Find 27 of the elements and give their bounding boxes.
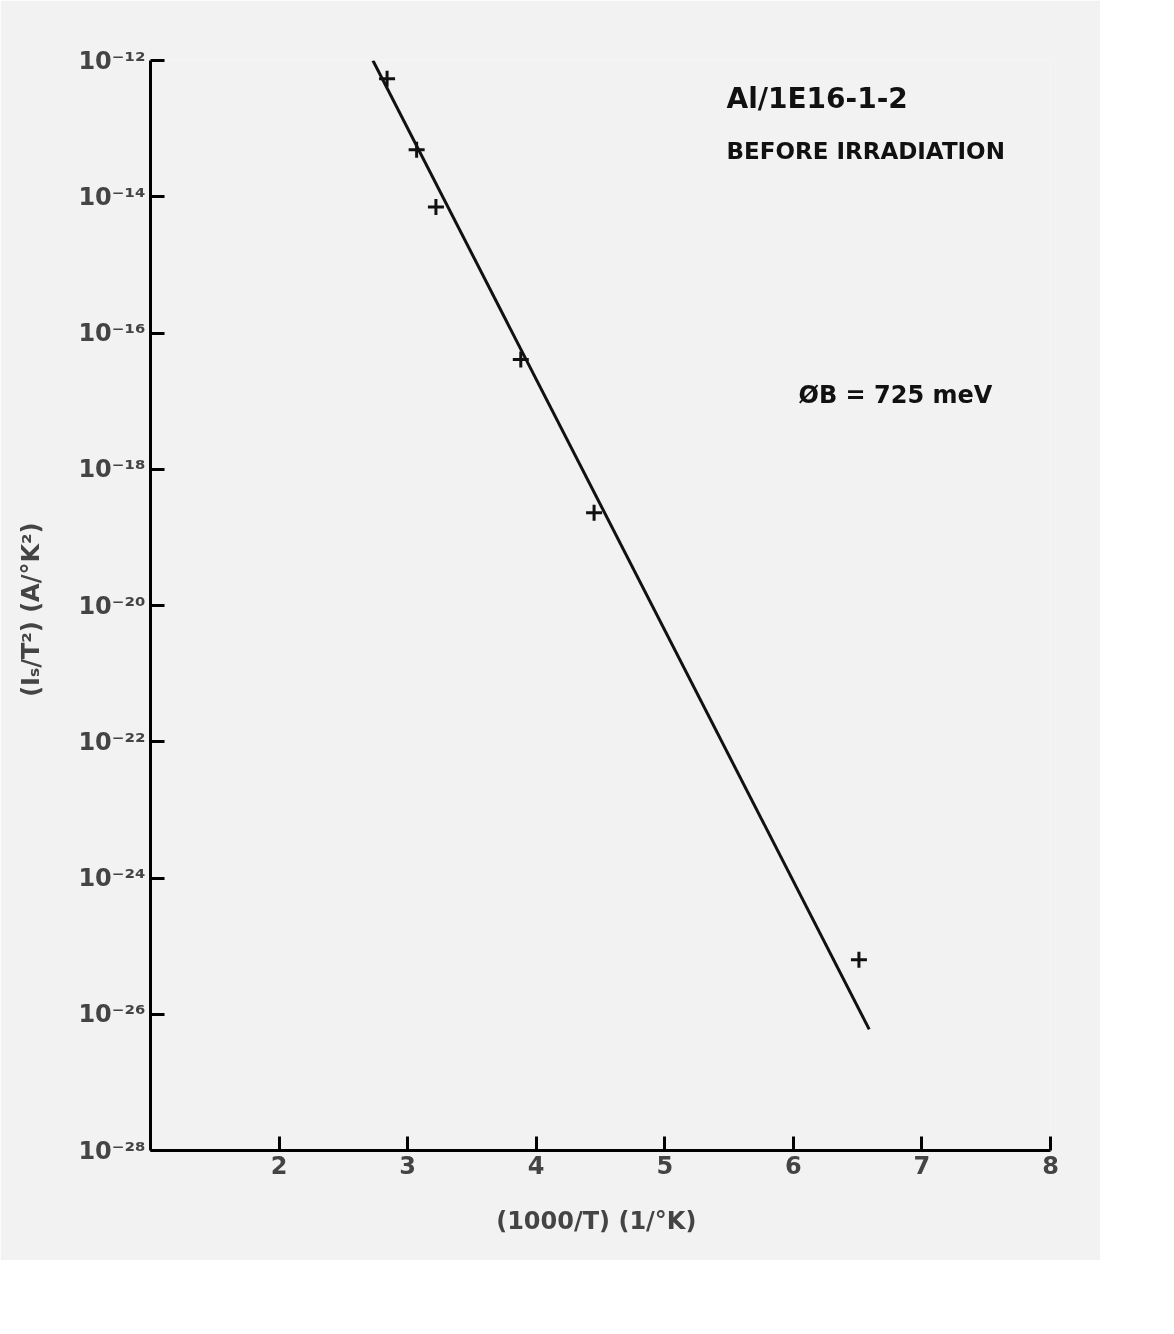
annotation: BEFORE IRRADIATION [726, 138, 1005, 165]
x-tick-label: 7 [913, 1151, 931, 1180]
x-tick-label: 6 [785, 1151, 802, 1180]
y-tick-label: 10⁻²⁸ [78, 1136, 146, 1165]
y-tick-label: 10⁻¹⁸ [78, 455, 146, 484]
x-axis-title: (1000/T) (1/°K) [496, 1206, 697, 1235]
y-tick-label: 10⁻²² [78, 727, 146, 756]
x-tick-label: 8 [1042, 1151, 1059, 1180]
x-tick-label: 5 [656, 1151, 674, 1180]
x-tick-label: 3 [399, 1151, 416, 1180]
point [511, 349, 531, 369]
y-tick-label: 10⁻²⁰ [78, 591, 146, 620]
x-tick-label: 4 [527, 1151, 545, 1180]
x-tick-label: 2 [270, 1151, 288, 1180]
y-tick-label: 10⁻²⁶ [78, 1000, 146, 1029]
annotation: Al/1E16-1-2 [726, 82, 908, 115]
y-tick-label: 10⁻¹² [78, 46, 146, 75]
y-tick-label: 10⁻¹⁴ [78, 182, 146, 211]
annotation: ØB = 725 meV [798, 381, 993, 410]
point [407, 140, 427, 160]
point [584, 503, 604, 523]
point [426, 197, 446, 217]
y-tick-label: 10⁻¹⁶ [78, 319, 146, 347]
point [377, 69, 397, 89]
y-tick-label: 10⁻²⁴ [78, 864, 146, 892]
point [849, 950, 869, 970]
y-axis-title: (Iₛ/T²) (A/°K²) [17, 522, 46, 697]
